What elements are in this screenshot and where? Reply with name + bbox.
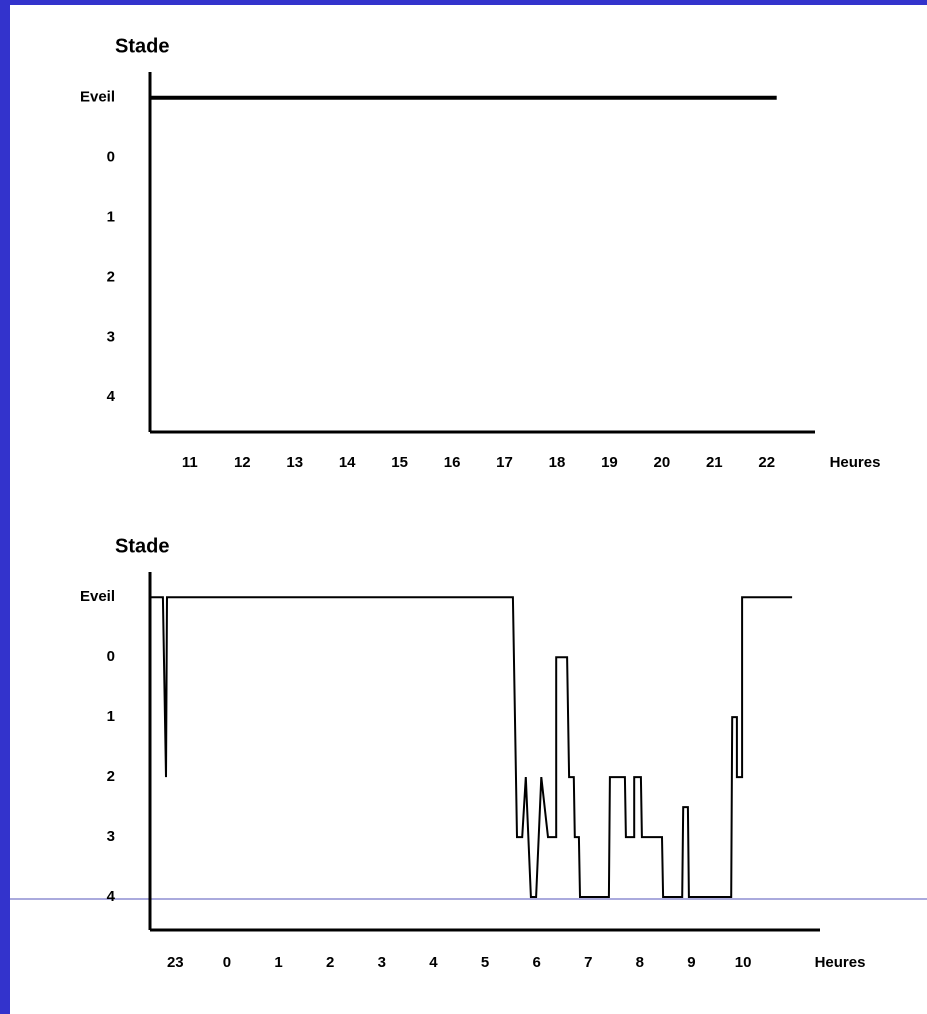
x-tick-label: 4 (429, 954, 438, 971)
x-tick-label: 21 (706, 454, 723, 471)
y-tick-label: 0 (107, 648, 115, 665)
data-line (150, 596, 793, 898)
x-tick-label: 3 (378, 954, 386, 971)
x-tick-label: 6 (532, 954, 540, 971)
x-tick-label: 15 (391, 454, 408, 471)
y-tick-label: 3 (107, 328, 115, 345)
x-tick-label: 19 (601, 454, 618, 471)
x-tick-label: 2 (326, 954, 334, 971)
y-tick-label: 4 (107, 388, 116, 405)
y-tick-label: 3 (107, 828, 115, 845)
x-tick-label: 5 (481, 954, 489, 971)
x-tick-label: 1 (274, 954, 282, 971)
x-tick-label: 16 (444, 454, 461, 471)
y-axis-label: Stade (115, 35, 169, 57)
y-tick-label: 2 (107, 768, 115, 785)
x-tick-label: 9 (687, 954, 695, 971)
top-border (0, 0, 927, 5)
y-tick-label: 1 (107, 209, 115, 226)
x-tick-label: 10 (735, 954, 752, 971)
y-tick-label: 0 (107, 149, 115, 166)
x-tick-label: 14 (339, 454, 356, 471)
x-axis-label: Heures (815, 954, 866, 971)
x-tick-label: 12 (234, 454, 251, 471)
x-tick-label: 8 (636, 954, 644, 971)
x-tick-label: 17 (496, 454, 513, 471)
x-tick-label: 13 (286, 454, 303, 471)
y-axis-label: Stade (115, 535, 169, 557)
y-tick-label: Eveil (80, 588, 115, 605)
x-tick-label: 22 (758, 454, 775, 471)
x-tick-label: 0 (223, 954, 231, 971)
y-tick-label: 2 (107, 268, 115, 285)
x-tick-label: 7 (584, 954, 592, 971)
x-axis-label: Heures (830, 454, 881, 471)
x-tick-label: 20 (654, 454, 671, 471)
x-tick-label: 11 (182, 454, 198, 471)
y-tick-label: 1 (107, 708, 115, 725)
y-tick-label: 4 (107, 888, 116, 905)
x-tick-label: 23 (167, 954, 184, 971)
y-tick-label: Eveil (80, 89, 115, 106)
x-tick-label: 18 (549, 454, 566, 471)
left-border (0, 0, 10, 1014)
